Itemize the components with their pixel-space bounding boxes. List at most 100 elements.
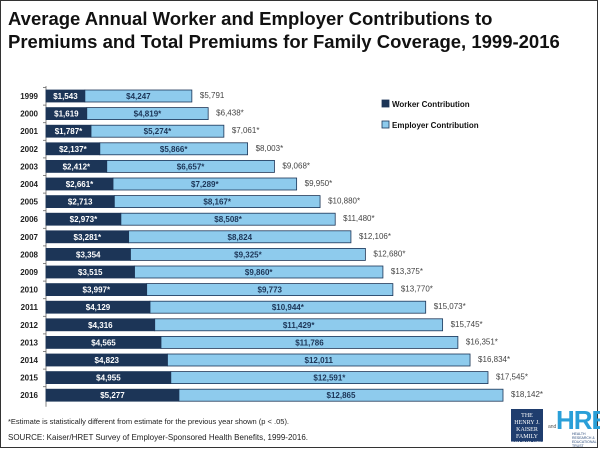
total-label: $18,142* (511, 390, 543, 399)
worker-value-label: $1,787* (55, 127, 83, 136)
chart-title: Average Annual Worker and Employer Contr… (8, 8, 560, 52)
and-text: and (548, 424, 557, 430)
category-label: 2001 (20, 127, 38, 136)
legend-label: Employer Contribution (392, 121, 479, 130)
total-label: $11,480* (343, 214, 374, 223)
employer-value-label: $5,274* (144, 127, 172, 136)
employer-value-label: $9,860* (245, 268, 273, 277)
worker-value-label: $2,137* (59, 145, 87, 154)
worker-value-label: $4,565 (91, 338, 116, 347)
employer-value-label: $5,866* (160, 145, 188, 154)
total-label: $7,061* (232, 126, 260, 135)
legend-swatch (381, 120, 390, 129)
category-label: 2007 (20, 233, 38, 242)
total-label: $9,950* (305, 179, 333, 188)
category-label: 2016 (20, 391, 38, 400)
legend-label: Worker Contribution (392, 100, 470, 109)
category-label: 2004 (20, 180, 38, 189)
category-label: 2005 (20, 198, 38, 207)
employer-value-label: $12,865 (327, 391, 356, 400)
employer-bar (170, 371, 489, 385)
employer-value-label: $10,944* (272, 303, 305, 312)
worker-value-label: $4,955 (96, 374, 121, 383)
employer-bar (86, 107, 209, 120)
worker-value-label: $3,997* (83, 286, 111, 295)
employer-value-label: $4,819* (134, 110, 162, 119)
employer-bar (128, 230, 352, 244)
employer-value-label: $6,657* (177, 162, 205, 171)
category-label: 2012 (20, 321, 38, 330)
total-label: $17,545* (496, 373, 528, 382)
total-label: $13,375* (391, 267, 423, 276)
employer-value-label: $12,011 (305, 356, 334, 365)
worker-value-label: $2,713 (68, 198, 93, 207)
employer-bar (167, 353, 471, 367)
employer-bar (120, 212, 336, 226)
hret-logo: HRET (556, 405, 600, 435)
employer-bar (130, 247, 366, 261)
category-label: 2013 (20, 338, 38, 347)
category-label: 2002 (20, 145, 38, 154)
employer-value-label: $11,429* (283, 321, 315, 330)
worker-value-label: $4,129 (86, 303, 111, 312)
total-label: $10,880* (328, 197, 360, 206)
category-label: 2003 (20, 162, 38, 171)
employer-bar (84, 89, 193, 103)
employer-bar (113, 195, 321, 209)
worker-value-label: $3,281* (74, 233, 102, 242)
total-label: $12,106* (359, 232, 391, 241)
total-label: $13,770* (401, 285, 433, 294)
legend-swatch (381, 99, 390, 108)
total-label: $9,068* (282, 161, 310, 170)
worker-value-label: $1,543 (53, 92, 78, 101)
employer-value-label: $7,289* (191, 180, 219, 189)
total-label: $15,745* (451, 320, 483, 329)
total-label: $16,351* (466, 337, 498, 346)
legend: Worker Contribution Employer Contribution (381, 99, 479, 130)
employer-bar (106, 159, 275, 173)
employer-bar (146, 283, 394, 297)
worker-value-label: $2,661* (66, 180, 94, 189)
source-note: SOURCE: Kaiser/HRET Survey of Employer-S… (8, 433, 308, 442)
employer-bar (149, 300, 427, 314)
category-label: 2000 (20, 110, 38, 119)
employer-bar (178, 388, 504, 402)
total-label: $6,438* (216, 109, 244, 118)
category-label: 1999 (20, 92, 38, 101)
worker-value-label: $1,619 (54, 110, 79, 119)
total-label: $15,073* (434, 302, 466, 311)
category-label: 2008 (20, 250, 38, 259)
total-label: $12,680* (373, 249, 405, 258)
hret-subtitle: HEALTH RESEARCH & EDUCATIONAL TRUST (572, 432, 597, 448)
footnote: *Estimate is statistically different fro… (8, 417, 290, 426)
employer-value-label: $8,167* (203, 198, 231, 207)
employer-value-label: $9,325* (234, 250, 262, 259)
worker-value-label: $3,354 (76, 250, 101, 259)
category-label: 2010 (20, 286, 38, 295)
employer-value-label: $8,824 (228, 233, 253, 242)
employer-bar (99, 142, 248, 156)
worker-value-label: $4,823 (95, 356, 120, 365)
employer-value-label: $4,247 (126, 92, 151, 101)
worker-value-label: $2,973* (70, 215, 98, 224)
worker-value-label: $3,515 (78, 268, 103, 277)
employer-value-label: $12,591* (313, 374, 346, 383)
employer-bar (112, 177, 298, 191)
total-label: $16,834* (478, 355, 510, 364)
category-label: 2015 (20, 374, 38, 383)
category-label: 2009 (20, 268, 38, 277)
worker-value-label: $2,412* (63, 162, 91, 171)
total-label: $5,791 (200, 91, 225, 100)
employer-bar (90, 124, 225, 138)
bars-group: 1999 $1,543 $4,247 $5,791 2000 $1,619 $4,819* $… (20, 86, 543, 407)
employer-bar (160, 335, 459, 349)
employer-value-label: $8,508* (214, 215, 242, 224)
employer-bar (134, 265, 384, 279)
employer-value-label: $9,773 (258, 286, 283, 295)
kff-logo: THE HENRY J. KAISER FAMILY FOUNDATION (511, 409, 550, 447)
category-label: 2011 (21, 303, 39, 312)
worker-value-label: $5,277 (100, 391, 125, 400)
employer-value-label: $11,786 (295, 338, 324, 347)
total-label: $8,003* (256, 144, 284, 153)
employer-bar (154, 318, 444, 332)
